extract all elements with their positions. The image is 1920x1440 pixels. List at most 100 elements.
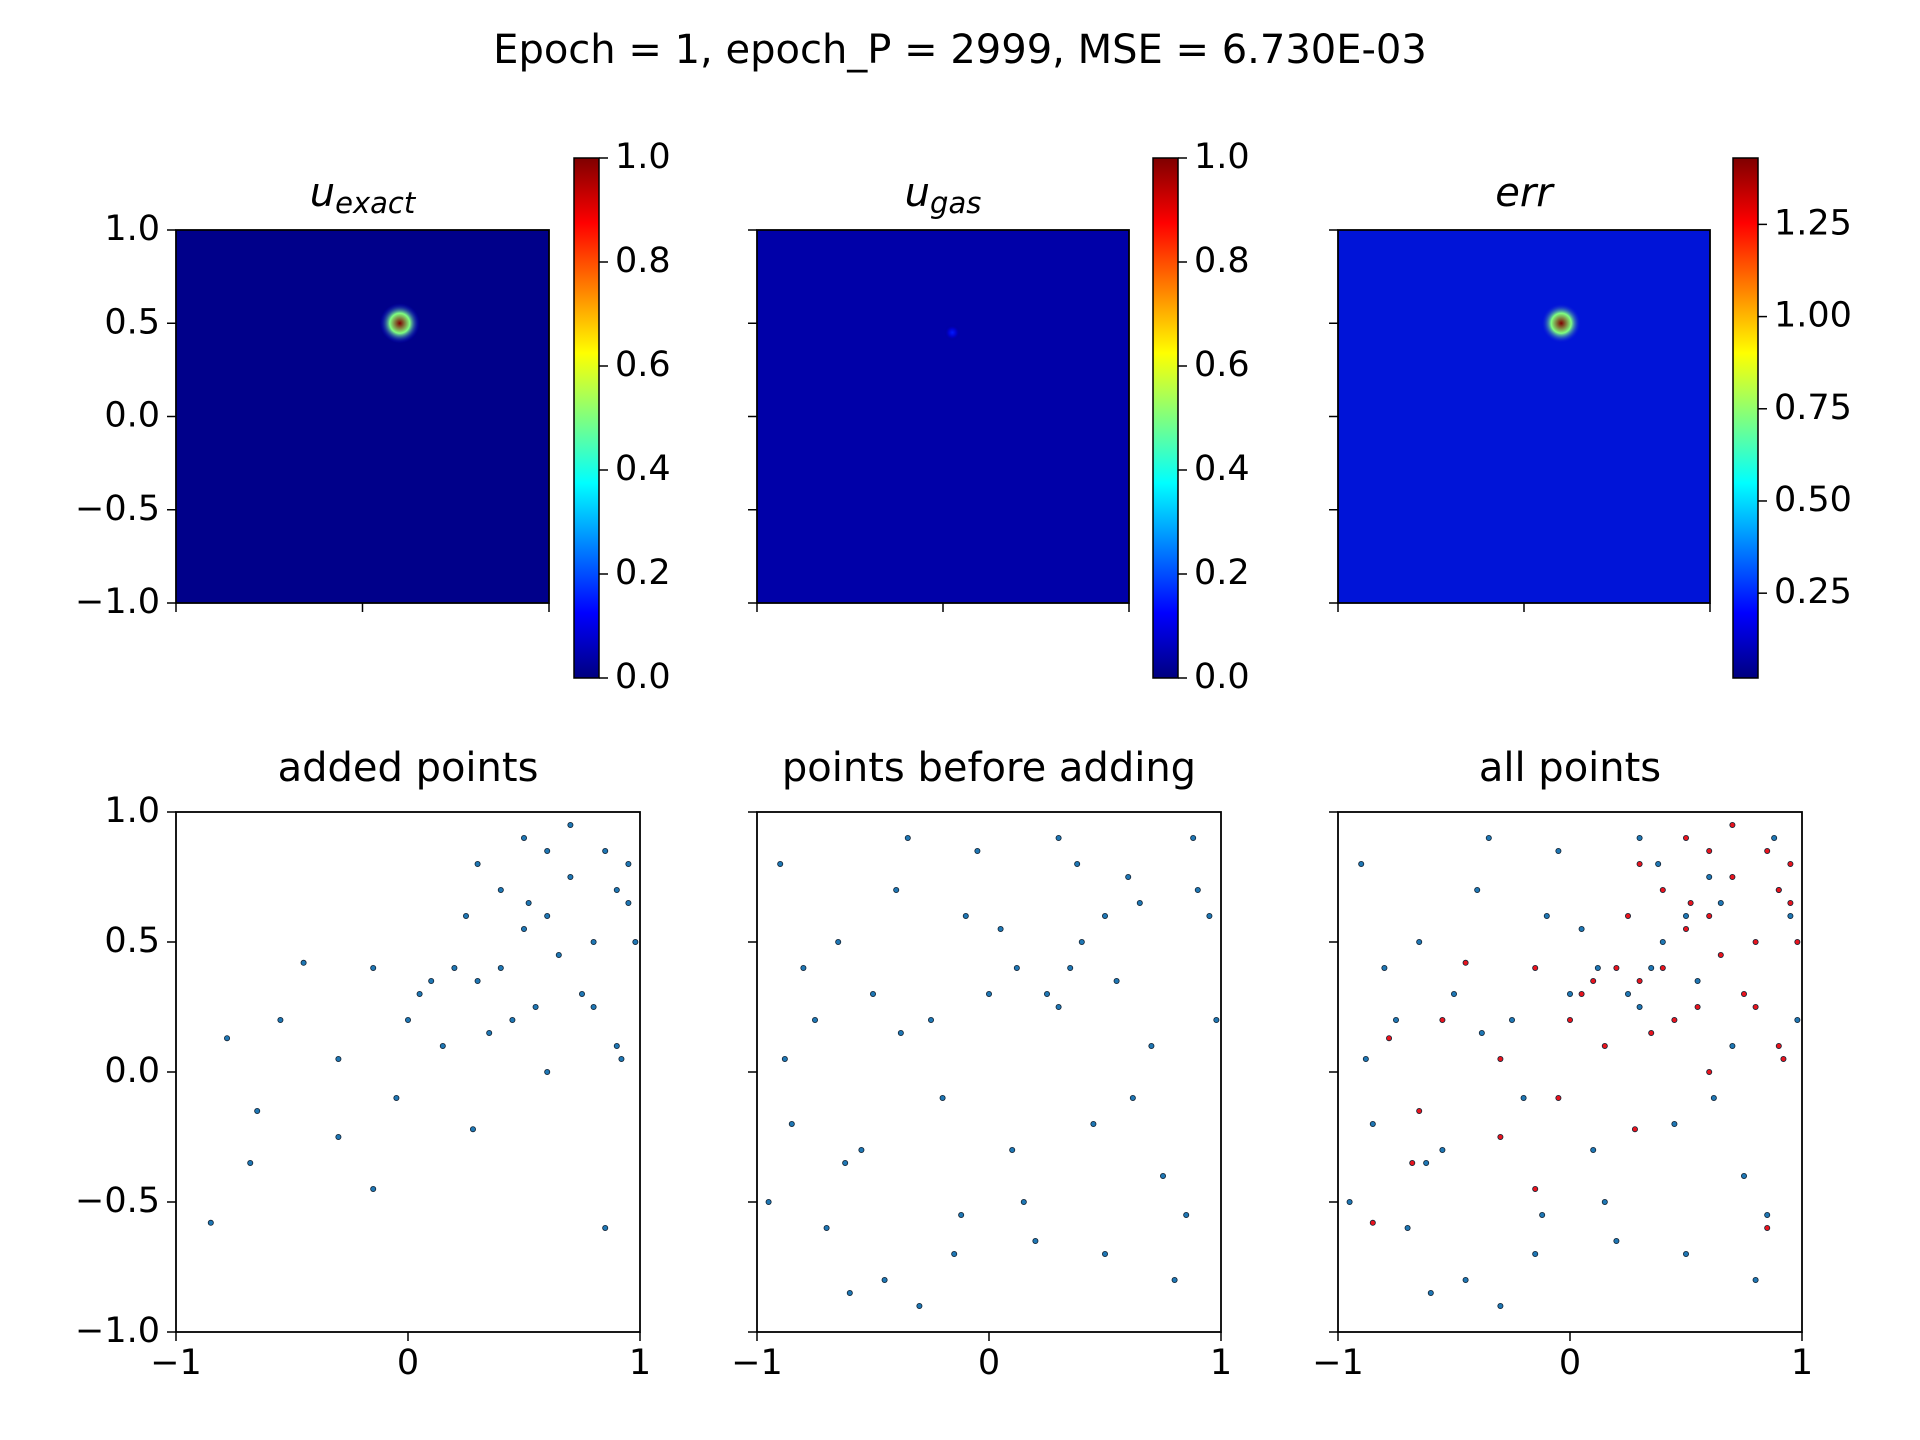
colorbar-tick-label: 1.00 <box>1774 296 1852 336</box>
scatter-point <box>224 1035 231 1042</box>
title-main: u <box>310 170 335 216</box>
x-tick-label: 0 <box>397 1343 419 1383</box>
colorbar-tick-label: 0.25 <box>1774 572 1852 612</box>
scatter-point <box>1631 1126 1638 1133</box>
scatter-point <box>277 1017 284 1024</box>
scatter-point <box>1710 1095 1717 1102</box>
scatter-point <box>1775 887 1782 894</box>
scatter-point <box>1183 1212 1190 1219</box>
scatter-point <box>781 1056 788 1063</box>
scatter-point <box>1706 1069 1713 1076</box>
scatter-point <box>1032 1238 1039 1245</box>
heatmap-peak <box>944 324 961 341</box>
scatter-point <box>1074 861 1081 868</box>
scatter-point <box>1190 835 1197 842</box>
scatter-point <box>1729 822 1736 829</box>
scatter-point <box>1567 991 1574 998</box>
scatter-point <box>1393 1017 1400 1024</box>
colorbar-tick-label: 1.0 <box>615 137 671 177</box>
scatter-point <box>1706 874 1713 881</box>
scatter-point <box>1683 926 1690 933</box>
scatter-point <box>404 1017 411 1024</box>
scatter-point <box>881 1277 888 1284</box>
scatter-point <box>1532 1186 1539 1193</box>
colorbar-tick-label: 0.4 <box>1194 449 1250 489</box>
scatter-point <box>1590 1147 1597 1154</box>
scatter-point <box>1636 861 1643 868</box>
scatter-point <box>469 1126 476 1133</box>
scatter-point <box>835 939 842 946</box>
scatter-point <box>497 887 504 894</box>
colorbar-tick-label: 0.4 <box>615 449 671 489</box>
y-tick-label: 1.0 <box>104 791 160 831</box>
scatter-point <box>1067 965 1074 972</box>
scatter-point <box>1671 1017 1678 1024</box>
scatter-point <box>1386 1035 1393 1042</box>
scatter-point <box>335 1134 342 1141</box>
scatter-point <box>897 1030 904 1037</box>
scatter-point <box>846 1290 853 1297</box>
colorbar-tick-label: 0.75 <box>1774 388 1852 428</box>
colorbar <box>1732 157 1759 679</box>
scatter-point <box>997 926 1004 933</box>
colorbar-tick-label: 1.25 <box>1774 203 1852 243</box>
scatter-point <box>486 1030 493 1037</box>
scatter-point <box>1171 1277 1178 1284</box>
scatter-point <box>451 965 458 972</box>
scatter-point <box>590 1004 597 1011</box>
plot-area <box>1338 812 1802 1332</box>
scatter-point <box>254 1108 261 1115</box>
scatter-point <box>393 1095 400 1102</box>
scatter-point <box>1102 1251 1109 1258</box>
scatter-point <box>1078 939 1085 946</box>
scatter-point <box>1090 1121 1097 1128</box>
scatter-point <box>521 835 528 842</box>
scatter-point <box>544 1069 551 1076</box>
scatter-point <box>1687 900 1694 907</box>
title-main: u <box>905 170 930 216</box>
panel-title: all points <box>1479 745 1661 791</box>
scatter-point <box>800 965 807 972</box>
scatter-point <box>823 1225 830 1232</box>
scatter-point <box>1055 835 1062 842</box>
scatter-point <box>1416 1108 1423 1115</box>
scatter-point <box>1136 900 1143 907</box>
heatmap-field <box>176 230 549 603</box>
scatter-point <box>974 848 981 855</box>
scatter-point <box>370 1186 377 1193</box>
scatter-point <box>567 874 574 881</box>
scatter-point <box>1625 991 1632 998</box>
scatter-point <box>1462 1277 1469 1284</box>
scatter-point <box>777 861 784 868</box>
scatter-point <box>521 926 528 933</box>
scatter-point <box>1416 939 1423 946</box>
scatter-point <box>1555 1095 1562 1102</box>
scatter-point <box>1601 1199 1608 1206</box>
scatter-point <box>1362 1056 1369 1063</box>
scatter-point <box>602 848 609 855</box>
scatter-point <box>1752 1277 1759 1284</box>
scatter-point <box>590 939 597 946</box>
scatter-point <box>1532 1251 1539 1258</box>
scatter-point <box>1752 939 1759 946</box>
scatter-point <box>1543 913 1550 920</box>
title-main: err <box>1495 170 1555 216</box>
scatter-point <box>1717 952 1724 959</box>
colorbar-tick-label: 0.0 <box>615 657 671 697</box>
scatter-point <box>1729 1043 1736 1050</box>
y-tick-label: 0.0 <box>104 396 160 436</box>
scatter-point <box>1206 913 1213 920</box>
scatter-point <box>416 991 423 998</box>
scatter-point <box>1741 1173 1748 1180</box>
colorbar <box>573 157 600 679</box>
scatter-point <box>1113 978 1120 985</box>
title-subscript: gas <box>930 186 981 220</box>
scatter-point <box>812 1017 819 1024</box>
colorbar-tick-label: 0.50 <box>1774 480 1852 520</box>
x-tick-label: 1 <box>629 1343 651 1383</box>
x-tick-label: 0 <box>1559 1343 1581 1383</box>
scatter-point <box>625 900 632 907</box>
colorbar-tick-label: 0.2 <box>1194 553 1250 593</box>
x-tick-label: 0 <box>978 1343 1000 1383</box>
scatter-point <box>1648 1030 1655 1037</box>
